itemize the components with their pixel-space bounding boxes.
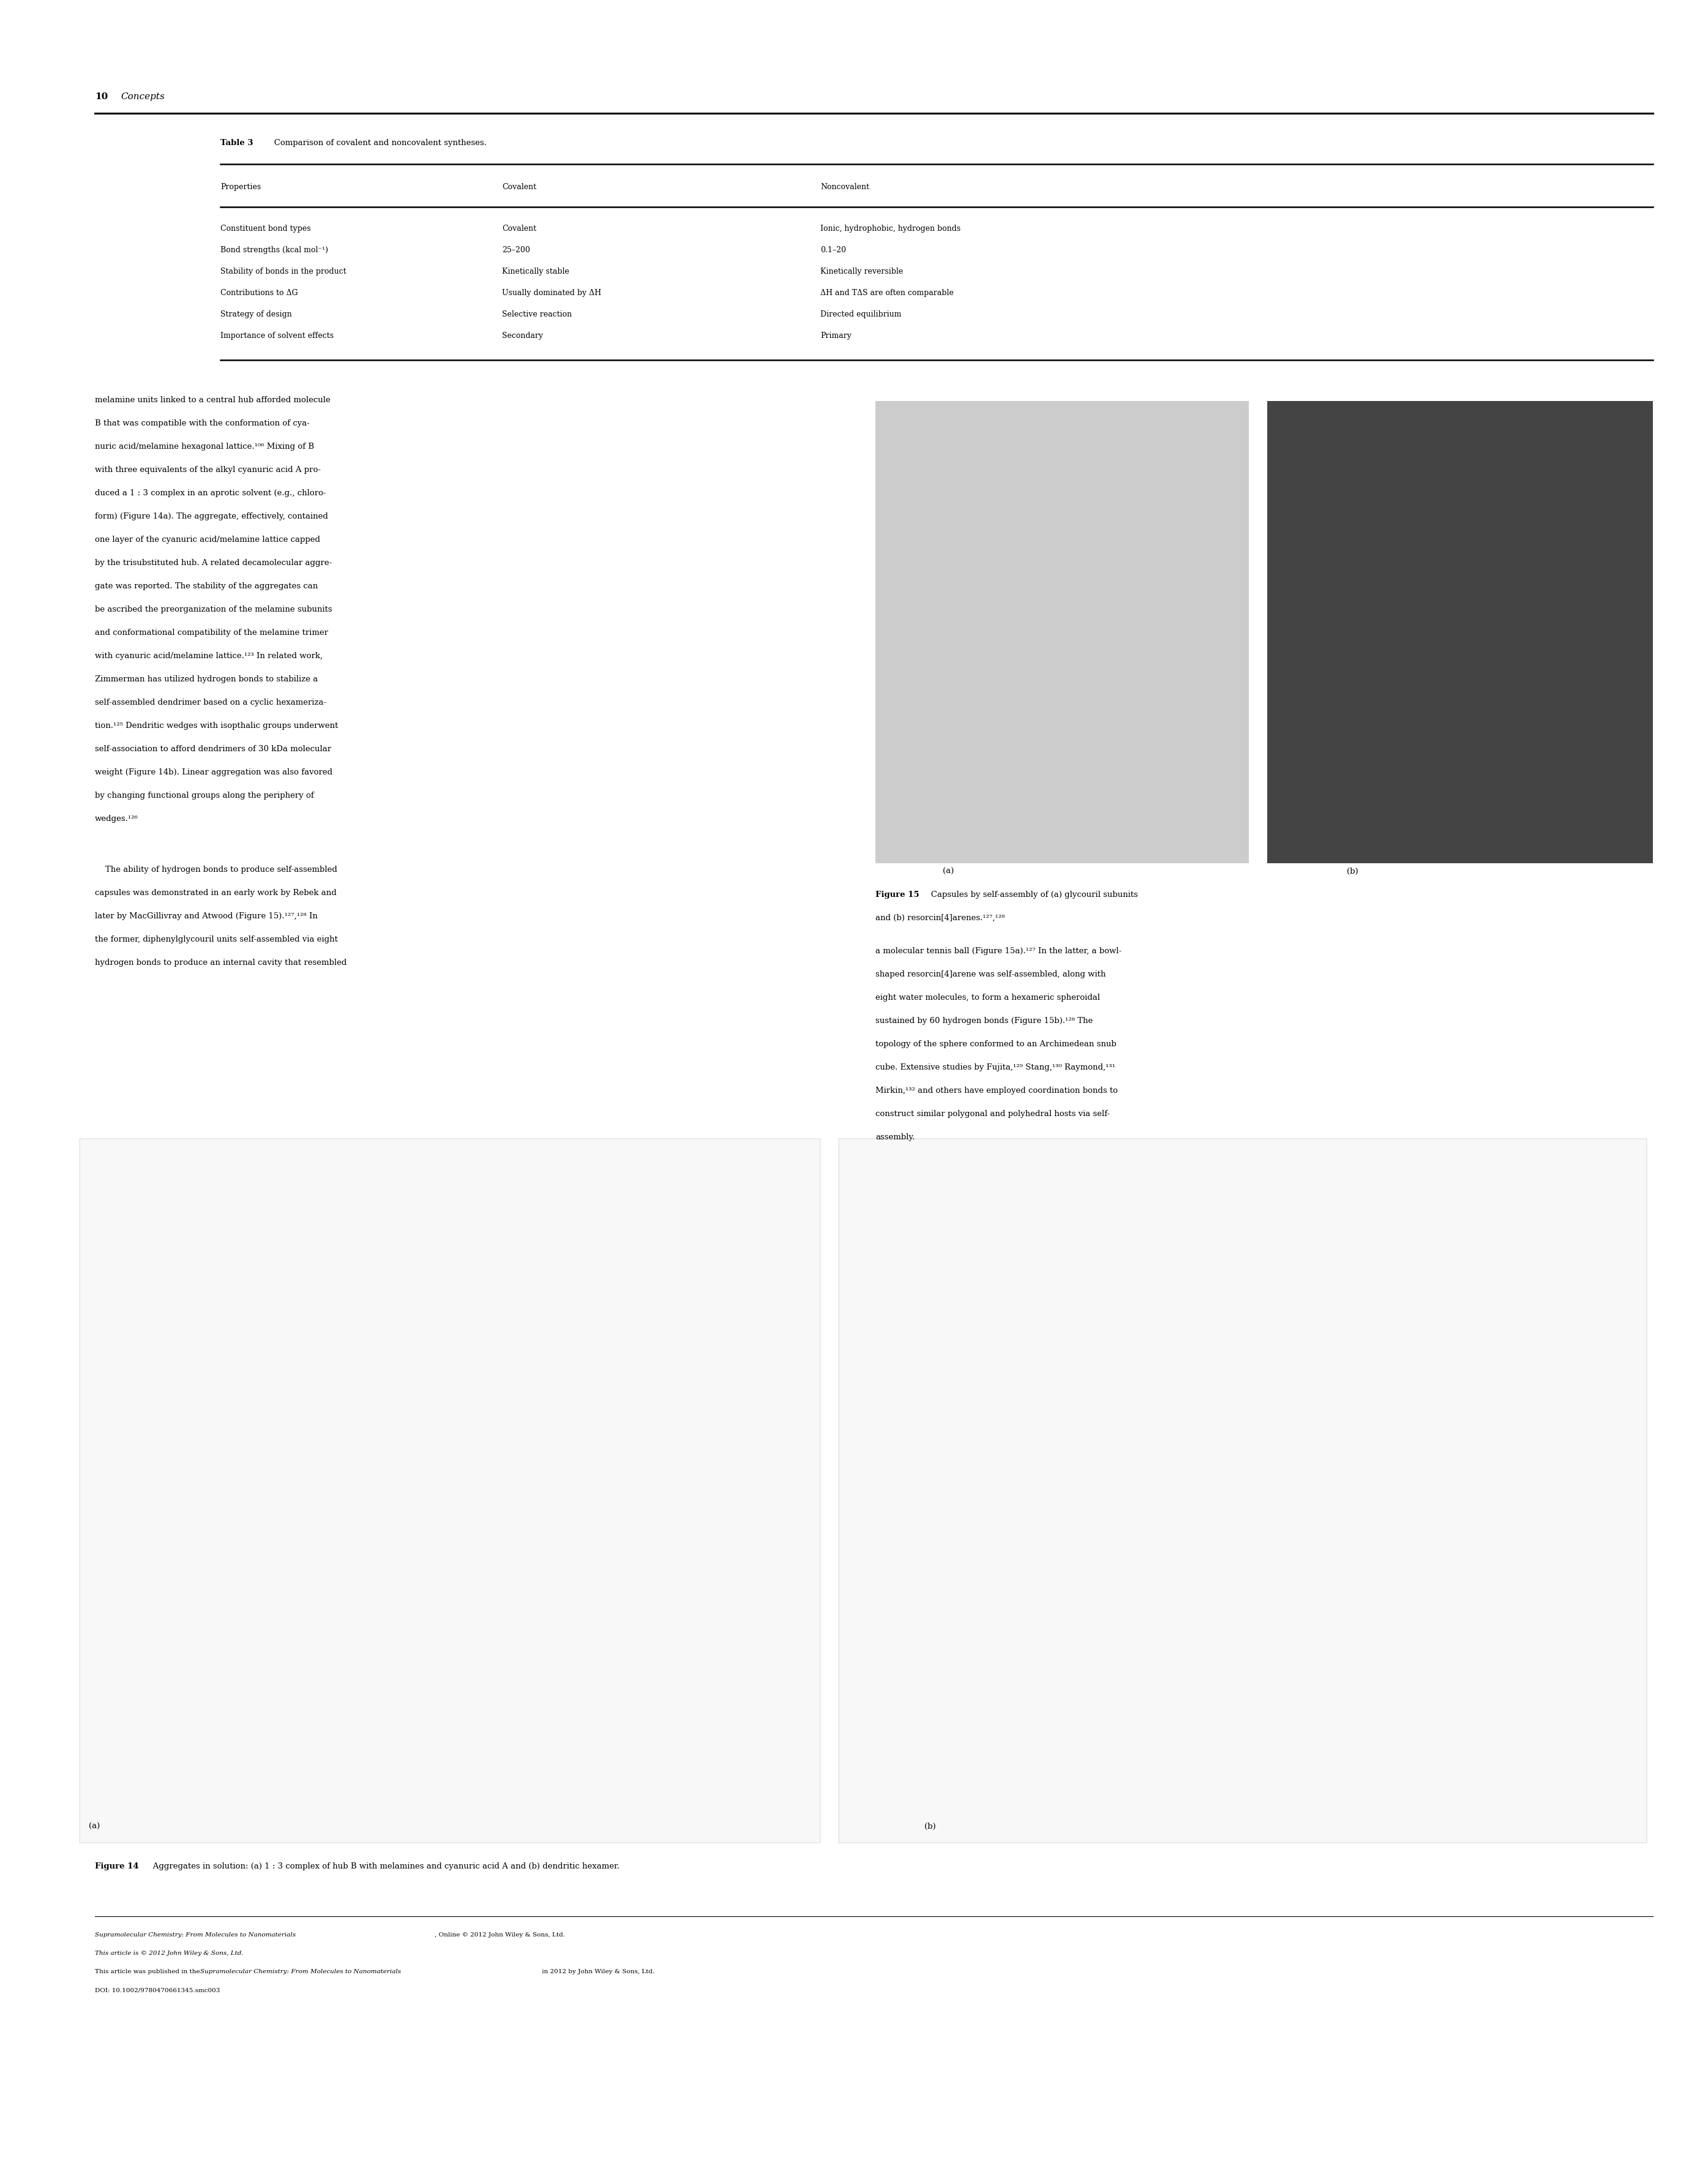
Text: and (b) resorcin[4]arenes.¹²⁷,¹²⁸: and (b) resorcin[4]arenes.¹²⁷,¹²⁸ <box>876 915 1004 921</box>
Text: Secondary: Secondary <box>502 331 543 340</box>
Text: eight water molecules, to form a hexameric spheroidal: eight water molecules, to form a hexamer… <box>876 993 1100 1001</box>
Text: self-assembled dendrimer based on a cyclic hexameriza-: self-assembled dendrimer based on a cycl… <box>96 699 326 707</box>
Bar <box>80 1138 820 1843</box>
Bar <box>876 400 1249 863</box>
Text: , Online © 2012 John Wiley & Sons, Ltd.: , Online © 2012 John Wiley & Sons, Ltd. <box>434 1932 565 1938</box>
Text: Directed equilibrium: Directed equilibrium <box>820 311 902 318</box>
Bar <box>1267 400 1653 863</box>
Text: This article is © 2012 John Wiley & Sons, Ltd.: This article is © 2012 John Wiley & Sons… <box>96 1951 244 1955</box>
Text: Kinetically stable: Kinetically stable <box>502 268 569 275</box>
Text: nuric acid/melamine hexagonal lattice.¹⁰⁶ Mixing of B: nuric acid/melamine hexagonal lattice.¹⁰… <box>96 443 314 450</box>
Text: a molecular tennis ball (Figure 15a).¹²⁷ In the latter, a bowl-: a molecular tennis ball (Figure 15a).¹²⁷… <box>876 947 1122 956</box>
Text: (a): (a) <box>943 867 955 876</box>
Text: Constituent bond types: Constituent bond types <box>220 225 311 234</box>
Text: Capsules by self-assembly of (a) glycouril subunits: Capsules by self-assembly of (a) glycour… <box>924 891 1138 900</box>
Text: with three equivalents of the alkyl cyanuric acid A pro-: with three equivalents of the alkyl cyan… <box>96 465 321 474</box>
Text: ΔH and TΔS are often comparable: ΔH and TΔS are often comparable <box>820 290 953 296</box>
Text: Mirkin,¹³² and others have employed coordination bonds to: Mirkin,¹³² and others have employed coor… <box>876 1086 1117 1094</box>
Text: capsules was demonstrated in an early work by Rebek and: capsules was demonstrated in an early wo… <box>96 889 336 898</box>
Text: the former, diphenylglycouril units self-assembled via eight: the former, diphenylglycouril units self… <box>96 934 338 943</box>
Text: Contributions to ΔG: Contributions to ΔG <box>220 290 297 296</box>
Text: and conformational compatibility of the melamine trimer: and conformational compatibility of the … <box>96 629 328 636</box>
Text: Strategy of design: Strategy of design <box>220 311 292 318</box>
Text: Covalent: Covalent <box>502 184 536 190</box>
Text: be ascribed the preorganization of the melamine subunits: be ascribed the preorganization of the m… <box>96 606 331 614</box>
Text: Supramolecular Chemistry: From Molecules to Nanomaterials: Supramolecular Chemistry: From Molecules… <box>200 1968 401 1975</box>
Text: one layer of the cyanuric acid/melamine lattice capped: one layer of the cyanuric acid/melamine … <box>96 536 319 543</box>
Text: Supramolecular Chemistry: From Molecules to Nanomaterials: Supramolecular Chemistry: From Molecules… <box>96 1932 295 1938</box>
Text: 10: 10 <box>96 93 108 102</box>
Text: Covalent: Covalent <box>502 225 536 234</box>
Text: assembly.: assembly. <box>876 1133 915 1142</box>
Text: 0.1–20: 0.1–20 <box>820 247 845 253</box>
Text: in 2012 by John Wiley & Sons, Ltd.: in 2012 by John Wiley & Sons, Ltd. <box>540 1968 654 1975</box>
Text: Figure 15: Figure 15 <box>876 891 919 900</box>
Text: cube. Extensive studies by Fujita,¹²⁹ Stang,¹³⁰ Raymond,¹³¹: cube. Extensive studies by Fujita,¹²⁹ St… <box>876 1064 1115 1071</box>
Text: weight (Figure 14b). Linear aggregation was also favored: weight (Figure 14b). Linear aggregation … <box>96 768 333 777</box>
Text: Primary: Primary <box>820 331 852 340</box>
Text: with cyanuric acid/melamine lattice.¹²³ In related work,: with cyanuric acid/melamine lattice.¹²³ … <box>96 651 323 660</box>
Text: wedges.¹²⁶: wedges.¹²⁶ <box>96 815 138 822</box>
Text: Concepts: Concepts <box>121 93 164 102</box>
Text: sustained by 60 hydrogen bonds (Figure 15b).¹²⁸ The: sustained by 60 hydrogen bonds (Figure 1… <box>876 1017 1093 1025</box>
Text: gate was reported. The stability of the aggregates can: gate was reported. The stability of the … <box>96 582 318 590</box>
Text: Importance of solvent effects: Importance of solvent effects <box>220 331 333 340</box>
Text: (b): (b) <box>924 1823 936 1830</box>
Text: (a): (a) <box>89 1823 101 1830</box>
Text: Properties: Properties <box>220 184 261 190</box>
Text: tion.¹²⁵ Dendritic wedges with isopthalic groups underwent: tion.¹²⁵ Dendritic wedges with isopthali… <box>96 722 338 729</box>
Text: Aggregates in solution: (a) 1 : 3 complex of hub B with melamines and cyanuric a: Aggregates in solution: (a) 1 : 3 comple… <box>145 1862 620 1871</box>
Text: 25–200: 25–200 <box>502 247 529 253</box>
Text: Table 3: Table 3 <box>220 138 253 147</box>
Text: Selective reaction: Selective reaction <box>502 311 572 318</box>
Text: This article was published in the: This article was published in the <box>96 1968 202 1975</box>
Text: hydrogen bonds to produce an internal cavity that resembled: hydrogen bonds to produce an internal ca… <box>96 958 347 967</box>
Text: topology of the sphere conformed to an Archimedean snub: topology of the sphere conformed to an A… <box>876 1040 1117 1049</box>
Text: later by MacGillivray and Atwood (Figure 15).¹²⁷,¹²⁸ In: later by MacGillivray and Atwood (Figure… <box>96 913 318 919</box>
Text: (b): (b) <box>1348 867 1358 876</box>
Text: Comparison of covalent and noncovalent syntheses.: Comparison of covalent and noncovalent s… <box>266 138 487 147</box>
Text: melamine units linked to a central hub afforded molecule: melamine units linked to a central hub a… <box>96 396 330 404</box>
Text: DOI: 10.1002/9780470661345.smc003: DOI: 10.1002/9780470661345.smc003 <box>96 1988 220 1992</box>
Text: construct similar polygonal and polyhedral hosts via self-: construct similar polygonal and polyhedr… <box>876 1110 1110 1118</box>
Bar <box>839 1138 1647 1843</box>
Text: form) (Figure 14a). The aggregate, effectively, contained: form) (Figure 14a). The aggregate, effec… <box>96 513 328 521</box>
Text: Stability of bonds in the product: Stability of bonds in the product <box>220 268 347 275</box>
Text: B that was compatible with the conformation of cya-: B that was compatible with the conformat… <box>96 420 309 428</box>
Text: duced a 1 : 3 complex in an aprotic solvent (e.g., chloro-: duced a 1 : 3 complex in an aprotic solv… <box>96 489 326 497</box>
Text: Ionic, hydrophobic, hydrogen bonds: Ionic, hydrophobic, hydrogen bonds <box>820 225 960 234</box>
Text: Zimmerman has utilized hydrogen bonds to stabilize a: Zimmerman has utilized hydrogen bonds to… <box>96 675 318 684</box>
Text: Kinetically reversible: Kinetically reversible <box>820 268 904 275</box>
Text: Usually dominated by ΔH: Usually dominated by ΔH <box>502 290 601 296</box>
Text: Figure 14: Figure 14 <box>96 1862 138 1871</box>
Text: by the trisubstituted hub. A related decamolecular aggre-: by the trisubstituted hub. A related dec… <box>96 558 331 567</box>
Text: Bond strengths (kcal mol⁻¹): Bond strengths (kcal mol⁻¹) <box>220 247 328 253</box>
Text: Noncovalent: Noncovalent <box>820 184 869 190</box>
Text: The ability of hydrogen bonds to produce self-assembled: The ability of hydrogen bonds to produce… <box>96 865 336 874</box>
Text: shaped resorcin[4]arene was self-assembled, along with: shaped resorcin[4]arene was self-assembl… <box>876 971 1105 978</box>
Text: self-association to afford dendrimers of 30 kDa molecular: self-association to afford dendrimers of… <box>96 744 331 753</box>
Text: by changing functional groups along the periphery of: by changing functional groups along the … <box>96 792 314 800</box>
